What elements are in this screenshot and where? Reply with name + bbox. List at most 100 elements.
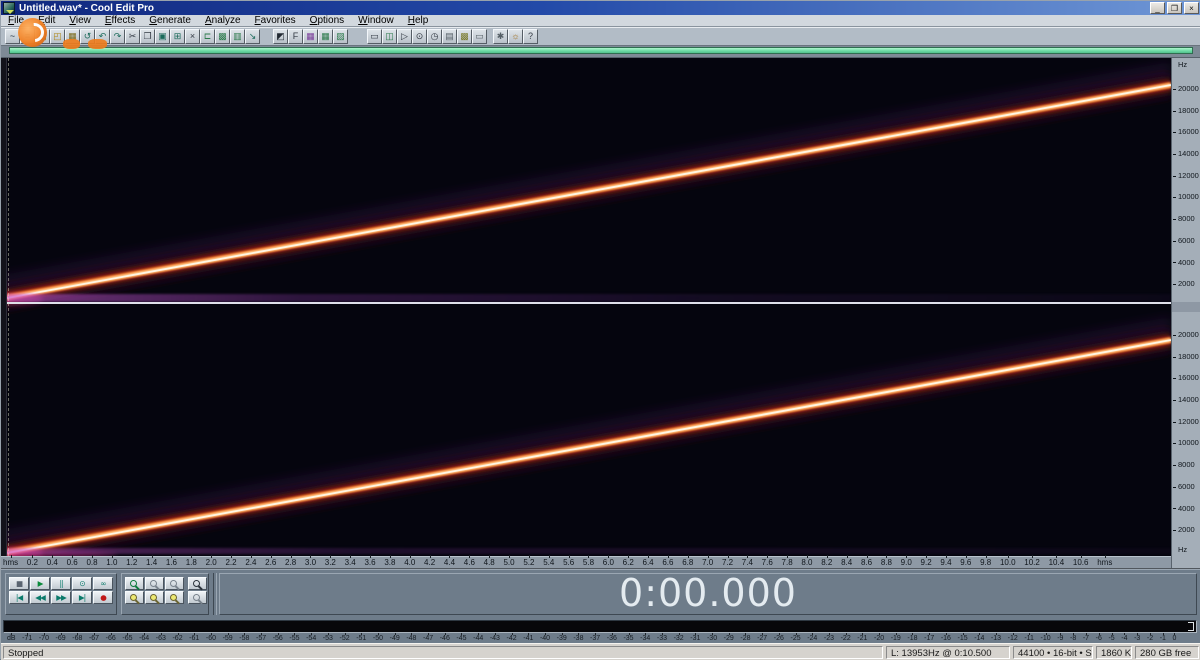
device-properties-button[interactable]: ☼: [508, 29, 523, 44]
meters-window-button[interactable]: ▩: [457, 29, 472, 44]
cue-display-button[interactable]: ▨: [333, 29, 348, 44]
zoom-window-button[interactable]: ⊙: [412, 29, 427, 44]
db-label: -49: [389, 633, 400, 642]
save-file-button[interactable]: ▦: [65, 29, 80, 44]
zoom-full-button[interactable]: [165, 577, 184, 590]
magnifier-icon: [170, 594, 177, 601]
menu-item[interactable]: Window: [351, 15, 401, 27]
db-label: -41: [523, 633, 534, 642]
waveform-view-button[interactable]: ~: [5, 29, 20, 44]
cursor-marker-icon[interactable]: [6, 10, 14, 14]
delete-selection-button[interactable]: ×: [185, 29, 200, 44]
grid-display-button[interactable]: ▦: [318, 29, 333, 44]
zoom-in-button[interactable]: [125, 577, 144, 590]
zoom-to-selection-button[interactable]: [188, 577, 207, 590]
play-button[interactable]: ▶: [30, 577, 50, 590]
level-meter-bar[interactable]: [3, 620, 1197, 633]
multitrack-view-button[interactable]: ≡: [20, 29, 35, 44]
time-window-button[interactable]: ◷: [427, 29, 442, 44]
timeline-label: 10.2: [1024, 555, 1040, 567]
timeline-label: 10.6: [1072, 555, 1089, 567]
paste-button[interactable]: ▣: [155, 29, 170, 44]
undo-button[interactable]: ↶: [95, 29, 110, 44]
menu-item[interactable]: File: [1, 15, 31, 27]
db-label: -23: [823, 633, 835, 642]
revert-button[interactable]: ↺: [80, 29, 95, 44]
insert-multitrack-button[interactable]: ↘: [245, 29, 260, 44]
cut-button[interactable]: ✂: [125, 29, 140, 44]
zoom-in-vertically-button[interactable]: [125, 591, 144, 604]
db-label: 0: [1172, 633, 1177, 642]
menu-item[interactable]: Help: [401, 15, 436, 27]
zoom-right-edge-button[interactable]: [188, 591, 207, 604]
frequency-ruler[interactable]: Hz 20000 18000 16000 14000 12000 10000 8000 600…: [1171, 58, 1200, 556]
copy-button[interactable]: ❐: [140, 29, 155, 44]
new-file-button[interactable]: ▤: [35, 29, 50, 44]
eq-fields-button[interactable]: ▦: [303, 29, 318, 44]
play-looped-button[interactable]: ∞: [93, 577, 113, 590]
status-window-button[interactable]: ▭: [472, 29, 487, 44]
menu-item[interactable]: View: [62, 15, 98, 27]
cue-list-button[interactable]: ▥: [230, 29, 245, 44]
frequency-label: 20000: [1172, 78, 1200, 100]
zoom-out-button[interactable]: [145, 577, 164, 590]
toolbar-icon: ◷: [430, 31, 439, 41]
channel-divider-line[interactable]: [7, 302, 1171, 304]
menu-item[interactable]: Effects: [98, 15, 142, 27]
redo-button[interactable]: ↷: [110, 29, 125, 44]
db-label: -67: [88, 633, 100, 642]
record-button[interactable]: ●: [93, 591, 113, 604]
stop-button[interactable]: ■: [9, 577, 29, 590]
go-to-beginning-button[interactable]: |◀: [9, 591, 29, 604]
play-window-button[interactable]: ▷: [397, 29, 412, 44]
cue-window-button[interactable]: ◫: [382, 29, 397, 44]
db-label: -44: [473, 633, 484, 642]
menu-item[interactable]: Options: [303, 15, 351, 27]
trim-button[interactable]: ⊏: [200, 29, 215, 44]
db-label: -59: [222, 633, 233, 642]
hz-unit-label: Hz: [1178, 60, 1188, 69]
help-button[interactable]: ?: [523, 29, 538, 44]
go-to-end-button[interactable]: ▶|: [72, 591, 92, 604]
script-window-button[interactable]: ▭: [367, 29, 382, 44]
magnifier-icon: [130, 580, 137, 587]
overview-range-bar[interactable]: [9, 47, 1193, 54]
timeline-label: 1.0: [106, 555, 118, 567]
frequency-label: 18000: [1172, 346, 1200, 368]
settings-button[interactable]: ✱: [493, 29, 508, 44]
timeline-label: 2.4: [245, 555, 257, 567]
timeline-label: hms: [3, 555, 19, 567]
toolbar-group-file-edit: ~ ≡ ▤ ◰ ▦ ↺ ↶ ↷ ✂ ❐ ▣ ⊞ × ⊏ ▩ ▥ ↘: [5, 29, 260, 44]
frequency-label: 12000: [1172, 165, 1200, 187]
menu-item[interactable]: Generate: [142, 15, 198, 27]
rewind-button[interactable]: ◀◀: [30, 591, 50, 604]
db-label: -36: [606, 633, 617, 642]
spectral-display-button[interactable]: F: [288, 29, 303, 44]
menu-item[interactable]: Favorites: [248, 15, 303, 27]
close-button[interactable]: ×: [1184, 2, 1199, 14]
mix-paste-button[interactable]: ⊞: [170, 29, 185, 44]
frequency-label: 10000: [1172, 186, 1200, 208]
timeline-ruler[interactable]: hms 0.2 0.4 0.6 0.8 1.0 1.2 1.4 1.6 1.8 2.0 2.2 2.4 2…: [1, 555, 1171, 568]
timeline-label: 8.4: [841, 555, 853, 567]
open-file-button[interactable]: ◰: [50, 29, 65, 44]
toolbar-icon: ▩: [218, 31, 227, 41]
transport-icon: ▶▶: [56, 593, 67, 602]
fast-forward-button[interactable]: ▶▶: [51, 591, 71, 604]
copy-to-new-button[interactable]: ▩: [215, 29, 230, 44]
menu-item[interactable]: Analyze: [198, 15, 248, 27]
frequency-label: 2000: [1172, 519, 1200, 541]
play-to-end-button[interactable]: ⊙: [72, 577, 92, 590]
pause-button[interactable]: ||: [51, 577, 71, 590]
spectral-display[interactable]: [7, 58, 1171, 556]
db-label: -26: [773, 633, 784, 642]
wave-display-button[interactable]: ◩: [273, 29, 288, 44]
zoom-left-edge-button[interactable]: [165, 591, 184, 604]
time-display: 0:00.000: [619, 570, 797, 615]
minimize-button[interactable]: _: [1150, 2, 1165, 14]
menu-item[interactable]: Edit: [31, 15, 62, 27]
zoom-out-vertically-button[interactable]: [145, 591, 164, 604]
time-display-panel[interactable]: 0:00.000: [219, 570, 1197, 615]
restore-button[interactable]: ❐: [1167, 2, 1182, 14]
sel-view-window-button[interactable]: ▤: [442, 29, 457, 44]
